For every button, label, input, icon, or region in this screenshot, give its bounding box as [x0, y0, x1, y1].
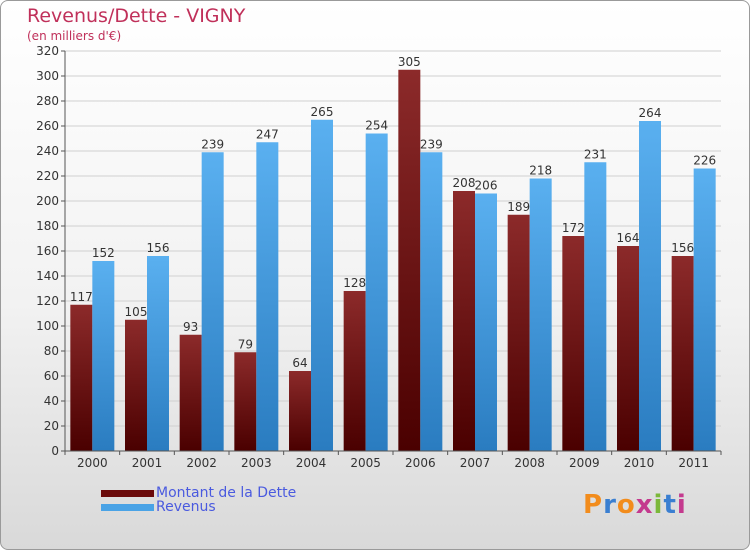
bar-revenus: [201, 152, 224, 451]
bar-debt: [562, 236, 585, 451]
legend-label-revenus: Revenus: [156, 499, 216, 515]
logo-letter: o: [616, 490, 636, 520]
bar-revenus: [639, 121, 661, 451]
data-label-revenus: 156: [147, 241, 170, 255]
logo-letter: P: [583, 490, 604, 520]
y-tick-label: 160: [36, 244, 59, 258]
legend-item-debt: Montant de la Dette: [101, 485, 297, 501]
bar-revenus: [147, 256, 169, 451]
bar-revenus: [365, 133, 388, 451]
bar-revenus: [584, 162, 607, 451]
data-label-debt: 172: [562, 221, 585, 235]
data-label-debt: 189: [507, 200, 530, 214]
data-label-debt: 164: [617, 231, 640, 245]
data-label-debt: 105: [125, 305, 148, 319]
chart-title: Revenus/Dette - VIGNY: [27, 5, 246, 27]
y-tick-label: 300: [36, 69, 59, 83]
bar-debt: [125, 319, 147, 451]
y-tick-label: 80: [44, 344, 59, 358]
y-tick-label: 260: [36, 119, 59, 133]
logo-letter: i: [653, 490, 664, 520]
bar-debt: [398, 69, 421, 451]
legend-swatch-debt: [101, 489, 154, 497]
x-tick-label: 2010: [624, 456, 655, 470]
y-tick-label: 140: [36, 269, 59, 283]
data-label-revenus: 254: [365, 119, 388, 133]
data-label-debt: 64: [292, 356, 307, 370]
chart-subtitle: (en milliers d'€): [27, 29, 122, 43]
bar-debt: [234, 352, 257, 451]
y-tick-label: 280: [36, 94, 59, 108]
data-label-revenus: 218: [529, 164, 552, 178]
y-tick-label: 180: [36, 219, 59, 233]
data-label-revenus: 264: [639, 106, 662, 120]
bar-revenus: [420, 152, 443, 451]
y-tick-label: 120: [36, 294, 59, 308]
data-label-debt: 156: [671, 241, 694, 255]
x-tick-label: 2006: [405, 456, 436, 470]
legend-label-debt: Montant de la Dette: [156, 485, 297, 501]
data-label-debt: 128: [343, 276, 366, 290]
data-label-revenus: 239: [420, 137, 443, 151]
bar-revenus: [693, 168, 716, 451]
x-tick-label: 2008: [514, 456, 545, 470]
data-label-revenus: 152: [92, 246, 115, 260]
y-tick-label: 200: [36, 194, 59, 208]
data-label-revenus: 231: [584, 147, 607, 161]
data-label-revenus: 265: [311, 105, 334, 119]
data-label-debt: 79: [238, 337, 253, 351]
y-tick-label: 40: [44, 394, 59, 408]
logo-letter: r: [603, 490, 617, 520]
data-label-revenus: 226: [693, 154, 716, 168]
x-tick-label: 2002: [186, 456, 217, 470]
bar-revenus: [256, 142, 279, 451]
y-tick-label: 60: [44, 369, 59, 383]
x-tick-label: 2007: [460, 456, 491, 470]
y-tick-label: 240: [36, 144, 59, 158]
bar-debt: [617, 246, 639, 451]
data-label-debt: 305: [398, 55, 421, 69]
legend-swatch-revenus: [101, 503, 154, 511]
x-tick-label: 2009: [569, 456, 600, 470]
x-tick-label: 2000: [77, 456, 108, 470]
x-tick-label: 2001: [132, 456, 163, 470]
y-tick-label: 20: [44, 419, 59, 433]
bar-debt: [343, 291, 366, 451]
logo-letter: x: [635, 490, 654, 520]
x-tick-label: 2003: [241, 456, 272, 470]
data-label-debt: 208: [453, 176, 476, 190]
proxiti-logo: Proxiti: [583, 490, 687, 520]
legend: Montant de la Dette Revenus: [101, 485, 297, 515]
bar-debt: [671, 256, 694, 451]
data-label-revenus: 206: [475, 179, 498, 193]
x-tick-label: 2004: [296, 456, 327, 470]
logo-letter: i: [676, 490, 687, 520]
logo-letter: t: [663, 490, 677, 520]
bar-debt: [70, 304, 93, 451]
x-tick-label: 2005: [350, 456, 381, 470]
data-label-debt: 117: [70, 290, 93, 304]
x-tick-label: 2011: [678, 456, 709, 470]
bar-revenus: [475, 193, 497, 451]
bar-debt: [289, 371, 311, 451]
data-label-revenus: 247: [256, 127, 279, 141]
bar-debt: [179, 334, 202, 451]
data-label-revenus: 239: [201, 137, 224, 151]
data-label-debt: 93: [183, 320, 198, 334]
legend-item-revenus: Revenus: [101, 499, 296, 515]
y-tick-label: 0: [51, 444, 59, 458]
bar-revenus: [529, 178, 552, 451]
y-tick-label: 220: [36, 169, 59, 183]
bar-debt: [507, 214, 530, 451]
bar-revenus: [92, 261, 115, 451]
y-tick-label: 320: [36, 44, 59, 58]
y-tick-label: 100: [36, 319, 59, 333]
bar-revenus: [311, 119, 333, 451]
bar-debt: [453, 191, 475, 451]
